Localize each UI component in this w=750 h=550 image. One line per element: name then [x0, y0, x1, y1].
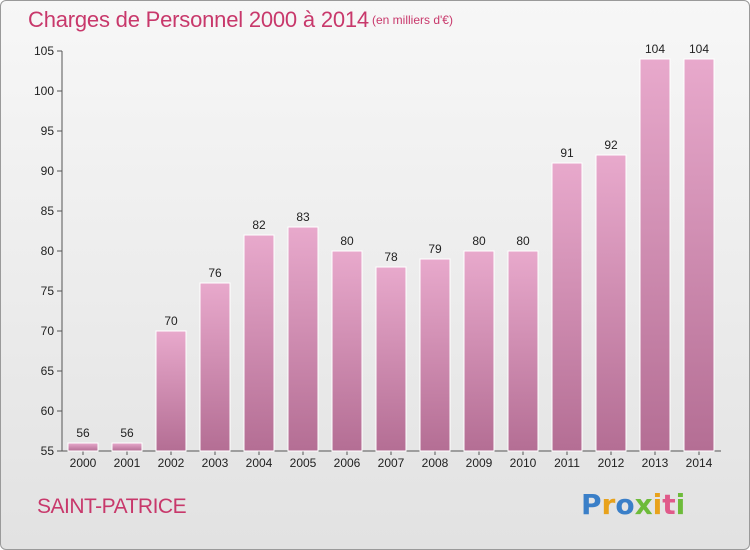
x-tick-label-2001: 2001 [114, 456, 141, 470]
x-tick-label-2004: 2004 [246, 456, 273, 470]
y-tick-label: 90 [41, 164, 55, 178]
x-tick-label-2013: 2013 [642, 456, 669, 470]
y-tick-label: 55 [41, 444, 55, 458]
value-label-2004: 82 [252, 218, 266, 232]
x-tick-label-2005: 2005 [290, 456, 317, 470]
x-tick-label-2006: 2006 [334, 456, 361, 470]
y-tick-label: 75 [41, 284, 55, 298]
value-label-2006: 80 [340, 234, 354, 248]
proxiti-logo[interactable]: Proxiti [581, 488, 686, 521]
value-label-2008: 79 [428, 242, 442, 256]
chart-title: Charges de Personnel 2000 à 2014 [28, 7, 369, 32]
y-tick-label: 85 [41, 204, 55, 218]
bar-2001 [111, 442, 143, 452]
value-label-2011: 91 [560, 146, 574, 160]
bar-2006 [331, 250, 363, 452]
bar-2014 [683, 58, 715, 452]
x-tick-label-2010: 2010 [510, 456, 537, 470]
x-tick-label-2008: 2008 [422, 456, 449, 470]
value-label-2010: 80 [516, 234, 530, 248]
x-tick-label-2009: 2009 [466, 456, 493, 470]
bar-2011 [551, 162, 583, 452]
x-tick-label-2012: 2012 [598, 456, 625, 470]
value-label-2003: 76 [208, 266, 222, 280]
y-tick-label: 95 [41, 124, 55, 138]
value-label-2000: 56 [76, 426, 90, 440]
bar-2012 [595, 154, 627, 452]
x-tick-label-2003: 2003 [202, 456, 229, 470]
y-tick-label: 70 [41, 324, 55, 338]
y-tick-label: 65 [41, 364, 55, 378]
value-label-2002: 70 [164, 314, 178, 328]
value-label-2014: 104 [689, 42, 709, 56]
bar-2013 [639, 58, 671, 452]
value-label-2001: 56 [120, 426, 134, 440]
bar-2005 [287, 226, 319, 452]
chart-unit: (en milliers d'€) [372, 13, 453, 27]
x-tick-label-2002: 2002 [158, 456, 185, 470]
value-label-2007: 78 [384, 250, 398, 264]
x-tick-label-2000: 2000 [70, 456, 97, 470]
x-tick-label-2007: 2007 [378, 456, 405, 470]
bar-2010 [507, 250, 539, 452]
bar-2003 [199, 282, 231, 452]
x-tick-label-2011: 2011 [554, 456, 580, 470]
value-label-2012: 92 [604, 138, 618, 152]
y-tick-label: 100 [34, 84, 54, 98]
y-tick-label: 60 [41, 404, 55, 418]
value-label-2009: 80 [472, 234, 486, 248]
bar-2007 [375, 266, 407, 452]
y-tick-label: 80 [41, 244, 55, 258]
value-label-2013: 104 [645, 42, 665, 56]
bar-2002 [155, 330, 187, 452]
bar-2004 [243, 234, 275, 452]
bar-2000 [67, 442, 99, 452]
city-name: SAINT-PATRICE [37, 495, 187, 518]
bar-2008 [419, 258, 451, 452]
bar-2009 [463, 250, 495, 452]
x-tick-label-2014: 2014 [686, 456, 713, 470]
value-label-2005: 83 [296, 210, 310, 224]
y-tick-label: 105 [34, 44, 54, 58]
